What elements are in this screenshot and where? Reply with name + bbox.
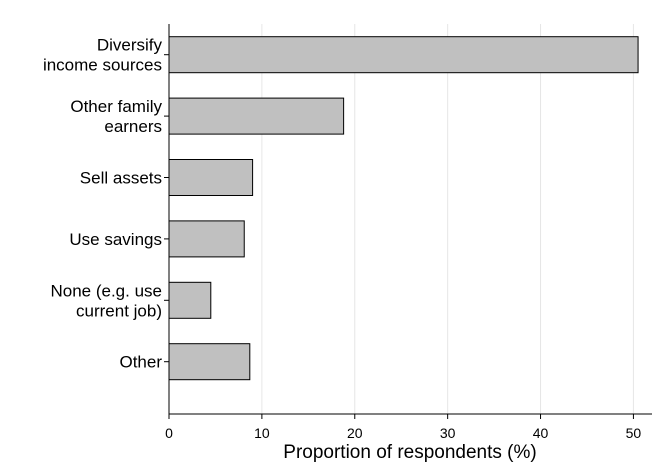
- x-tick-label: 50: [626, 425, 642, 441]
- bar: [168, 159, 254, 196]
- x-axis-title: Proportion of respondents (%): [283, 442, 536, 463]
- x-tick-label: 30: [440, 425, 456, 441]
- bar: [168, 36, 639, 74]
- x-tick-label: 20: [347, 425, 363, 441]
- category-label: Other family: [70, 97, 162, 116]
- category-label: Use savings: [69, 230, 162, 249]
- category-label: Sell assets: [80, 169, 162, 188]
- category-label: Diversify: [97, 36, 163, 55]
- category-label: Other: [119, 353, 162, 372]
- x-tick-label: 0: [165, 425, 173, 441]
- category-label: income sources: [43, 56, 162, 75]
- axes: [168, 24, 652, 415]
- bar: [168, 97, 345, 135]
- x-ticks: 0 10 20 30 40 50: [165, 414, 641, 441]
- grid-lines: [261, 24, 634, 414]
- bars: [168, 36, 639, 381]
- bar: [168, 281, 212, 319]
- category-label: current job): [76, 301, 162, 320]
- x-tick-label: 40: [533, 425, 549, 441]
- category-label: None (e.g. use: [50, 281, 162, 300]
- bar: [168, 343, 251, 381]
- bar: [168, 220, 245, 258]
- category-label: earners: [104, 117, 162, 136]
- x-tick-label: 10: [254, 425, 270, 441]
